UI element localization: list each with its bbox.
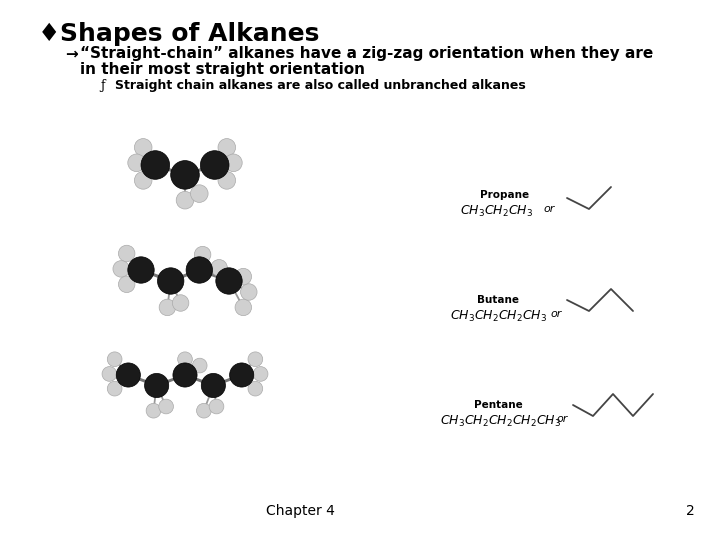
- Circle shape: [107, 381, 122, 396]
- Text: ♦: ♦: [38, 22, 60, 46]
- Circle shape: [200, 151, 229, 179]
- Circle shape: [176, 191, 194, 209]
- Circle shape: [116, 363, 140, 387]
- Circle shape: [248, 381, 263, 396]
- Circle shape: [192, 358, 207, 373]
- Circle shape: [218, 139, 235, 156]
- Circle shape: [158, 399, 174, 414]
- Circle shape: [128, 154, 145, 172]
- Circle shape: [186, 257, 212, 283]
- Circle shape: [191, 185, 208, 202]
- Text: Shapes of Alkanes: Shapes of Alkanes: [60, 22, 320, 46]
- Circle shape: [119, 276, 135, 293]
- Circle shape: [240, 284, 257, 300]
- Circle shape: [235, 268, 251, 285]
- Circle shape: [248, 352, 263, 367]
- Text: $CH_3CH_2CH_3$: $CH_3CH_2CH_3$: [460, 204, 533, 219]
- Circle shape: [146, 403, 161, 418]
- Circle shape: [141, 151, 170, 179]
- Circle shape: [216, 268, 242, 294]
- Circle shape: [128, 257, 154, 283]
- Circle shape: [225, 154, 242, 172]
- Circle shape: [158, 268, 184, 294]
- Circle shape: [119, 245, 135, 262]
- Text: $CH_3CH_2CH_2CH_3$: $CH_3CH_2CH_2CH_3$: [450, 309, 547, 324]
- Text: $CH_3CH_2CH_2CH_2CH_3$: $CH_3CH_2CH_2CH_2CH_3$: [440, 414, 561, 429]
- Text: Pentane: Pentane: [474, 400, 523, 410]
- Circle shape: [172, 295, 189, 311]
- Circle shape: [145, 374, 168, 397]
- Text: Straight chain alkanes are also called unbranched alkanes: Straight chain alkanes are also called u…: [115, 79, 526, 92]
- Circle shape: [173, 363, 197, 387]
- Text: 2: 2: [686, 504, 695, 518]
- Circle shape: [253, 367, 268, 381]
- Text: or: or: [550, 309, 562, 319]
- Text: or: or: [556, 414, 567, 424]
- Circle shape: [235, 299, 251, 316]
- Text: in their most straight orientation: in their most straight orientation: [80, 62, 365, 77]
- Circle shape: [197, 403, 211, 418]
- Circle shape: [209, 399, 224, 414]
- Circle shape: [171, 160, 199, 189]
- Text: →: →: [65, 46, 78, 61]
- Circle shape: [135, 172, 152, 189]
- Text: “Straight-chain” alkanes have a zig-zag orientation when they are: “Straight-chain” alkanes have a zig-zag …: [80, 46, 653, 61]
- Text: ƒ: ƒ: [100, 79, 104, 92]
- Text: Chapter 4: Chapter 4: [266, 504, 334, 518]
- Circle shape: [202, 374, 225, 397]
- Circle shape: [107, 352, 122, 367]
- Circle shape: [218, 172, 235, 189]
- Circle shape: [230, 363, 253, 387]
- Text: or: or: [543, 204, 554, 214]
- Circle shape: [159, 299, 176, 316]
- Text: Propane: Propane: [480, 190, 529, 200]
- Circle shape: [135, 139, 152, 156]
- Circle shape: [211, 260, 228, 276]
- Circle shape: [102, 367, 117, 381]
- Circle shape: [194, 246, 211, 263]
- Text: Butane: Butane: [477, 295, 519, 305]
- Circle shape: [113, 261, 130, 277]
- Circle shape: [178, 352, 192, 367]
